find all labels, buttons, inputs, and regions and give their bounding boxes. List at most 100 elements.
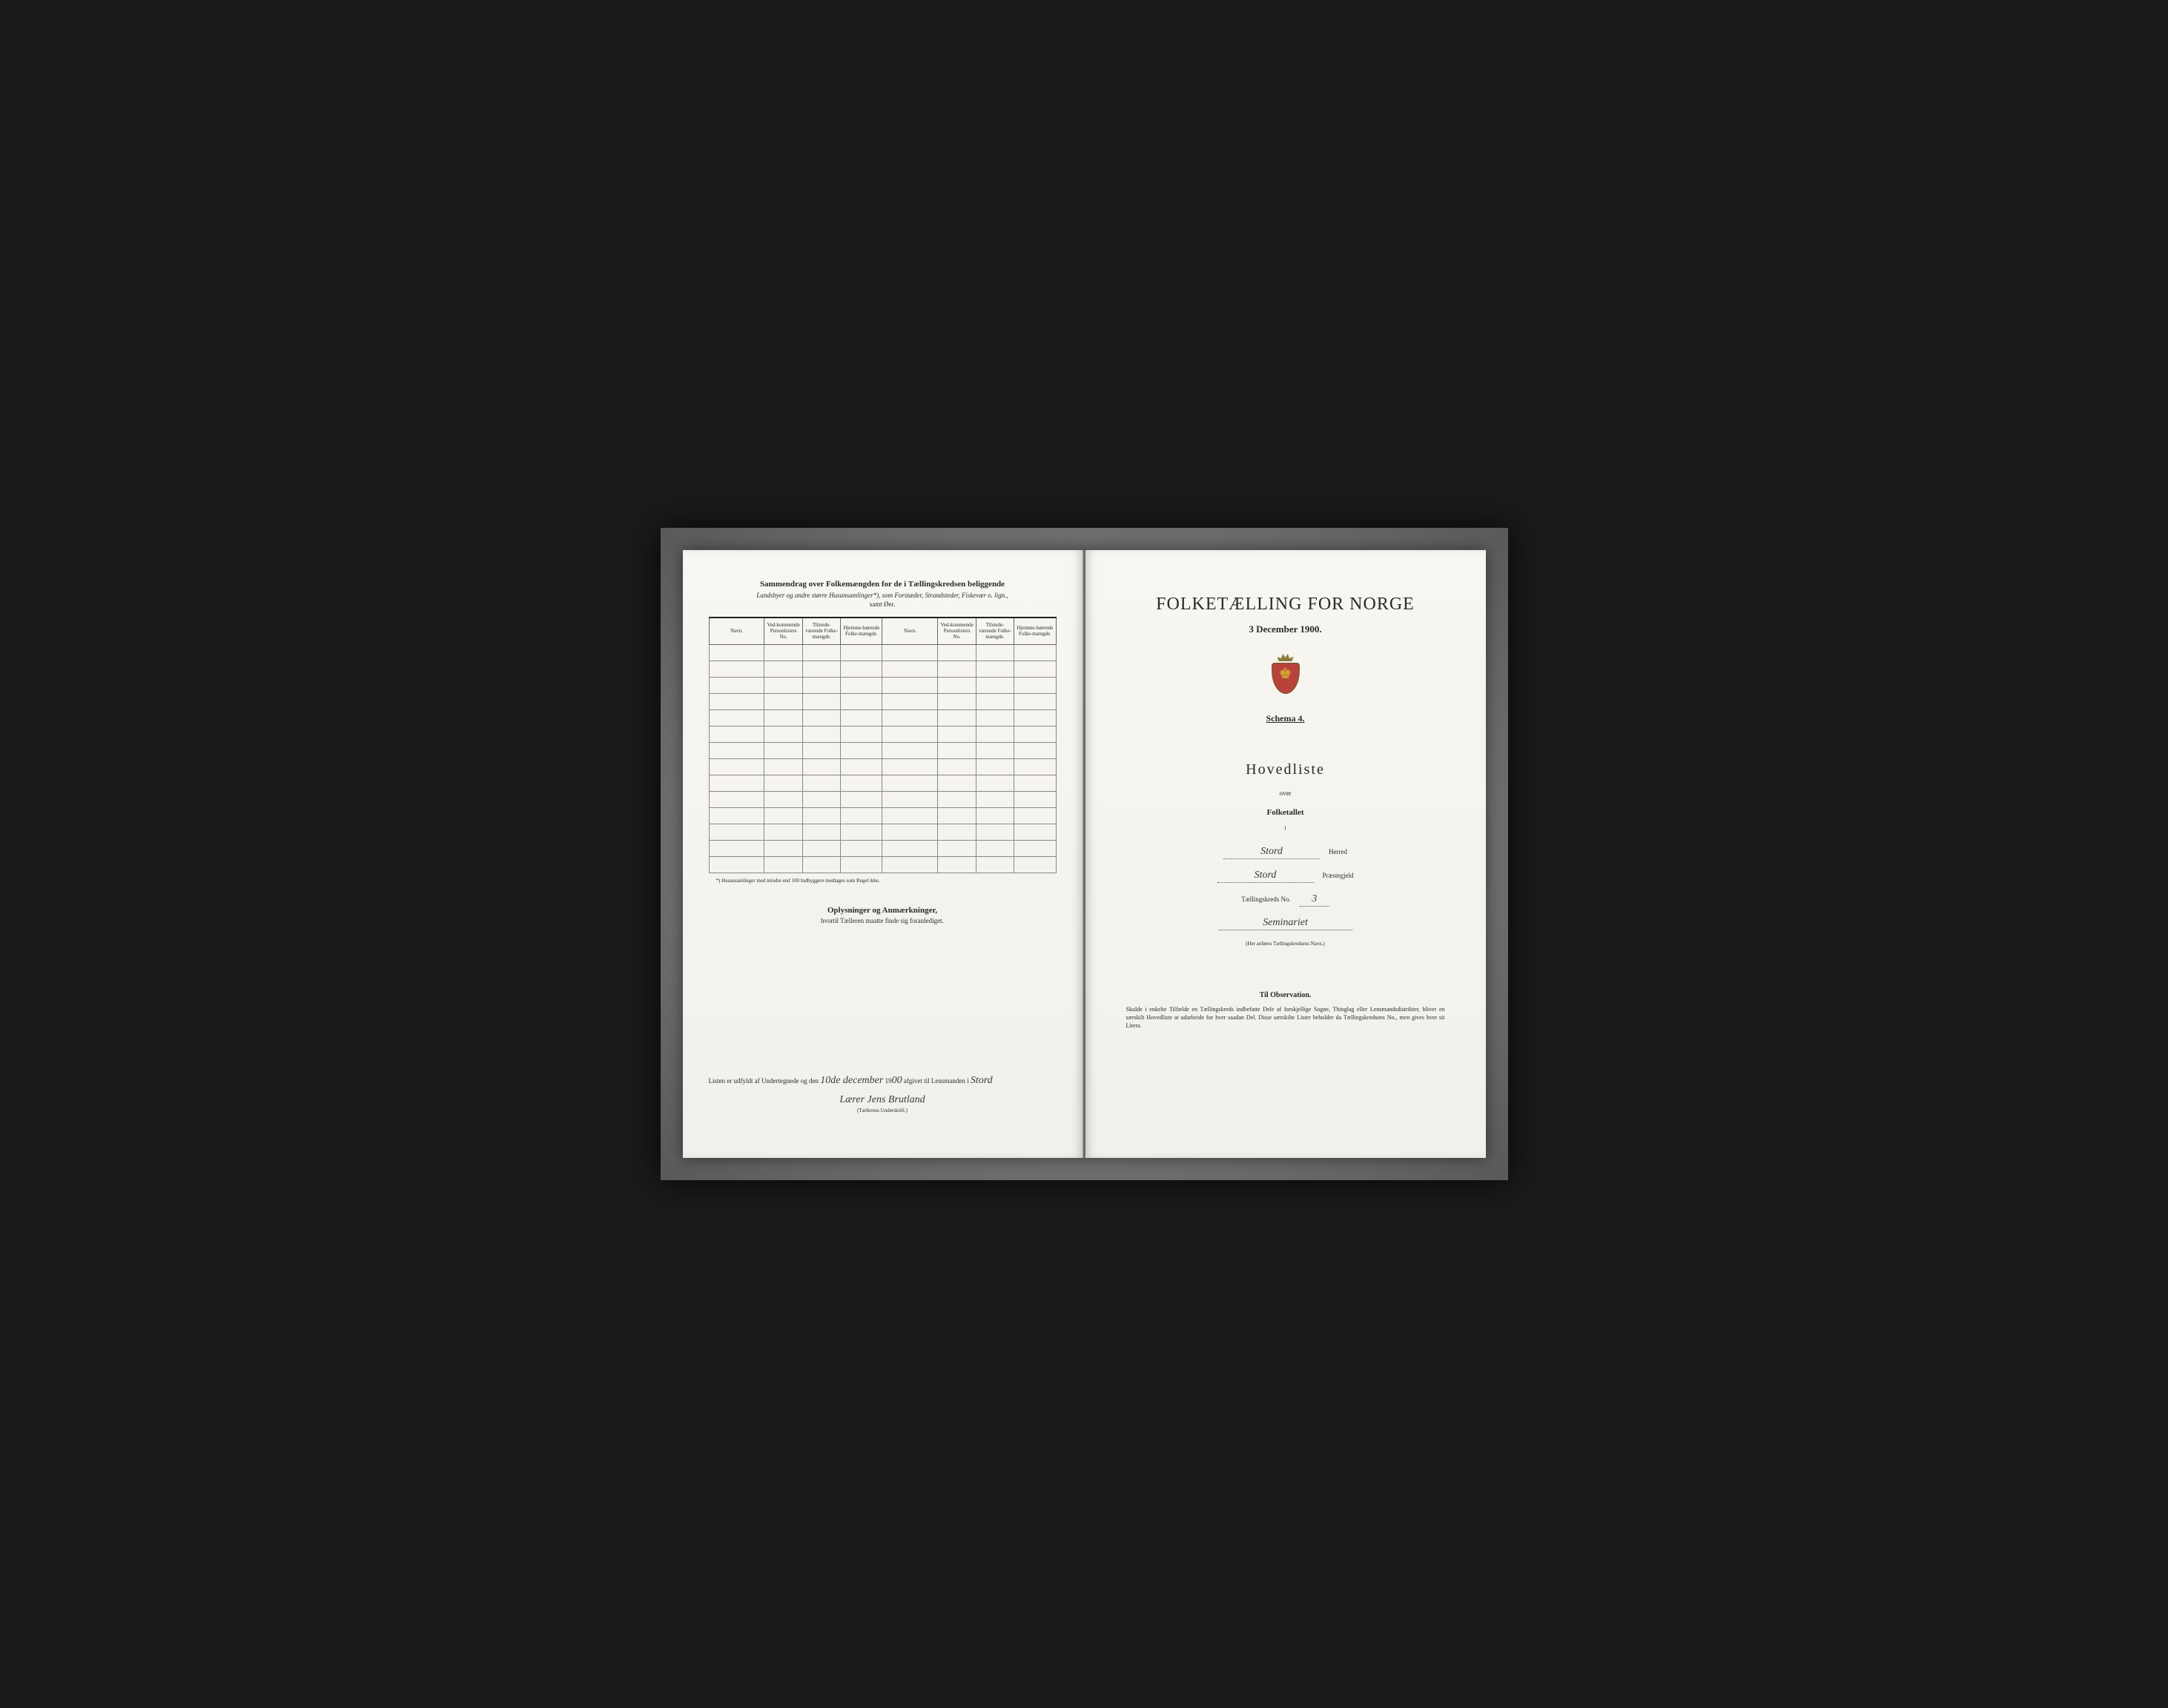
table-cell <box>841 644 882 661</box>
table-cell <box>1014 807 1056 824</box>
herred-row: Stord Herred <box>1111 846 1460 859</box>
table-cell <box>709 807 764 824</box>
table-cell <box>841 661 882 677</box>
table-cell <box>709 726 764 742</box>
table-row <box>709 840 1056 856</box>
table-cell <box>938 807 976 824</box>
table-cell <box>709 824 764 840</box>
table-cell <box>1014 758 1056 775</box>
table-cell <box>709 693 764 709</box>
table-cell <box>976 840 1014 856</box>
table-cell <box>841 824 882 840</box>
table-row <box>709 758 1056 775</box>
sig-text-1: Listen er udfyldt af Undertegnede og den <box>709 1077 819 1085</box>
table-cell <box>938 726 976 742</box>
table-cell <box>709 758 764 775</box>
table-cell <box>841 807 882 824</box>
table-cell <box>976 775 1014 791</box>
table-cell <box>802 742 840 758</box>
table-cell <box>976 677 1014 693</box>
summary-table: Navn. Ved-kommende Personlisters No. Til… <box>709 617 1057 873</box>
table-cell <box>709 677 764 693</box>
table-cell <box>802 709 840 726</box>
table-cell <box>764 775 802 791</box>
hovedliste-heading: Hovedliste <box>1111 761 1460 778</box>
table-cell <box>709 840 764 856</box>
table-cell <box>938 709 976 726</box>
sig-year: 00 <box>892 1075 902 1086</box>
table-cell <box>802 824 840 840</box>
table-cell <box>764 824 802 840</box>
table-row <box>709 775 1056 791</box>
table-cell <box>764 644 802 661</box>
table-cell <box>802 791 840 807</box>
table-cell <box>976 644 1014 661</box>
table-cell <box>802 644 840 661</box>
table-cell <box>882 661 938 677</box>
schema-label: Schema 4. <box>1111 713 1460 724</box>
table-cell <box>764 758 802 775</box>
table-cell <box>976 824 1014 840</box>
table-row <box>709 807 1056 824</box>
th-navn-2: Navn. <box>882 618 938 644</box>
table-row <box>709 644 1056 661</box>
table-cell <box>1014 791 1056 807</box>
th-tilstede-1: Tilstede-værende Folke-mængde. <box>802 618 840 644</box>
table-cell <box>802 677 840 693</box>
table-cell <box>938 856 976 873</box>
praestegjeld-row: Stord Præstegjeld <box>1111 870 1460 883</box>
table-row <box>709 856 1056 873</box>
table-cell <box>709 791 764 807</box>
right-page: FOLKETÆLLING FOR NORGE 3 December 1900. … <box>1085 550 1486 1158</box>
table-cell <box>841 791 882 807</box>
left-subtitle: Landsbyer og andre større Husansamlinger… <box>709 592 1057 599</box>
table-cell <box>709 644 764 661</box>
table-row <box>709 709 1056 726</box>
kreds-row: Tællingskreds No. 3 <box>1111 893 1460 907</box>
th-vedkommende-2: Ved-kommende Personlisters No. <box>938 618 976 644</box>
sig-date: 10de december <box>820 1075 883 1086</box>
table-cell <box>709 709 764 726</box>
scan-frame: Sammendrag over Folkemængden for de i Tæ… <box>661 528 1508 1180</box>
table-cell <box>1014 693 1056 709</box>
table-cell <box>841 840 882 856</box>
folketallet-label: Folketallet <box>1111 808 1460 817</box>
table-cell <box>802 693 840 709</box>
table-cell <box>841 693 882 709</box>
shield-icon: ♚ <box>1272 663 1300 694</box>
table-cell <box>882 775 938 791</box>
table-cell <box>976 807 1014 824</box>
coat-of-arms-icon: ♚ <box>1270 654 1301 691</box>
table-cell <box>976 791 1014 807</box>
table-cell <box>882 807 938 824</box>
table-cell <box>882 677 938 693</box>
sig-place: Stord <box>971 1075 993 1086</box>
table-row <box>709 726 1056 742</box>
table-cell <box>938 644 976 661</box>
table-cell <box>841 775 882 791</box>
table-cell <box>938 840 976 856</box>
signature-caption: (Tællerens Underskrift.) <box>709 1108 1057 1113</box>
table-cell <box>938 677 976 693</box>
table-cell <box>764 791 802 807</box>
table-cell <box>938 791 976 807</box>
table-cell <box>976 661 1014 677</box>
sig-text-3: afgivet til Lensmanden i <box>904 1077 969 1085</box>
th-tilstede-2: Tilstede-værende Folke-mængde. <box>976 618 1014 644</box>
signature-name: Lærer Jens Brutland <box>709 1094 1057 1106</box>
herred-label: Herred <box>1329 848 1347 855</box>
table-cell <box>938 758 976 775</box>
signature-block: Listen er udfyldt af Undertegnede og den… <box>709 1075 1057 1113</box>
praestegjeld-label: Præstegjeld <box>1323 872 1354 879</box>
table-cell <box>1014 709 1056 726</box>
census-date: 3 December 1900. <box>1111 623 1460 635</box>
table-row <box>709 791 1056 807</box>
table-cell <box>709 661 764 677</box>
table-cell <box>938 742 976 758</box>
table-row <box>709 677 1056 693</box>
observation-text: Skulde i enkelte Tilfælde en Tællingskre… <box>1111 1005 1460 1030</box>
table-row <box>709 742 1056 758</box>
table-cell <box>976 742 1014 758</box>
table-cell <box>938 661 976 677</box>
table-cell <box>764 840 802 856</box>
